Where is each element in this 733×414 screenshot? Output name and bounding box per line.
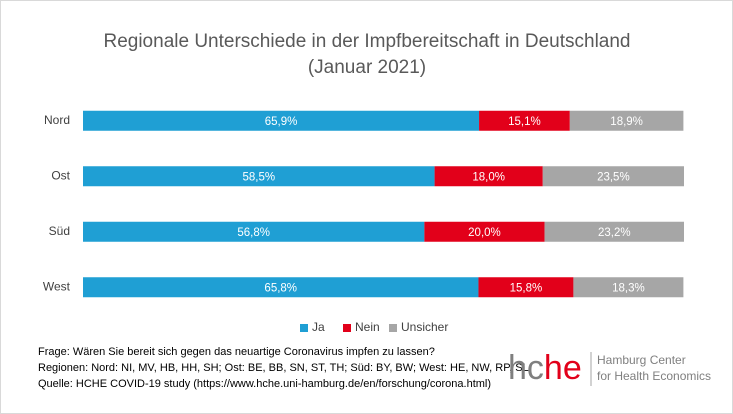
logo-text: for Health Economics xyxy=(597,369,711,383)
legend-swatch xyxy=(300,324,308,332)
value-label: 18,0% xyxy=(472,171,505,183)
logo-text: Hamburg Center xyxy=(597,353,686,367)
bar-segment xyxy=(478,277,574,298)
value-label: 15,8% xyxy=(510,282,543,294)
chart-subtitle: (Januar 2021) xyxy=(308,57,426,78)
bar-segment xyxy=(542,166,684,187)
legend-swatch xyxy=(343,324,351,332)
value-label: 20,0% xyxy=(468,227,501,239)
bar-segment xyxy=(83,166,435,187)
bar-segment xyxy=(479,110,570,131)
value-label: 15,1% xyxy=(508,116,541,128)
note: Regionen: Nord: NI, MV, HB, HH, SH; Ost:… xyxy=(38,362,529,374)
value-label: 23,5% xyxy=(597,171,630,183)
value-label: 65,9% xyxy=(265,116,298,128)
y-tick-label: Ost xyxy=(51,168,70,182)
chart-title: Regionale Unterschiede in der Impfbereit… xyxy=(103,31,630,52)
y-tick-label: West xyxy=(43,279,71,293)
legend-label: Ja xyxy=(312,320,325,334)
bar-segment xyxy=(83,110,480,131)
value-label: 56,8% xyxy=(237,227,270,239)
bar-segment xyxy=(424,221,545,242)
bar-segment xyxy=(544,221,684,242)
logo-mark: hche xyxy=(508,349,582,387)
logo-part: he xyxy=(544,349,582,387)
value-label: 58,5% xyxy=(242,171,275,183)
legend-label: Nein xyxy=(355,320,380,334)
bar-segment xyxy=(434,166,543,187)
bar-segment xyxy=(573,277,684,298)
legend-label: Unsicher xyxy=(401,320,448,334)
logo-part: hc xyxy=(508,349,544,387)
legend-swatch xyxy=(389,324,397,332)
y-tick-label: Süd xyxy=(49,224,70,238)
bar-segment xyxy=(83,277,479,298)
note: Frage: Wären Sie bereit sich gegen das n… xyxy=(38,346,435,358)
bar-segment xyxy=(83,221,425,242)
value-label: 18,3% xyxy=(612,282,645,294)
value-label: 23,2% xyxy=(598,227,631,239)
y-tick-label: Nord xyxy=(44,113,70,127)
value-label: 65,8% xyxy=(264,282,297,294)
value-label: 18,9% xyxy=(610,116,643,128)
note: Quelle: HCHE COVID-19 study (https://www… xyxy=(38,378,491,390)
bar-segment xyxy=(569,110,684,131)
